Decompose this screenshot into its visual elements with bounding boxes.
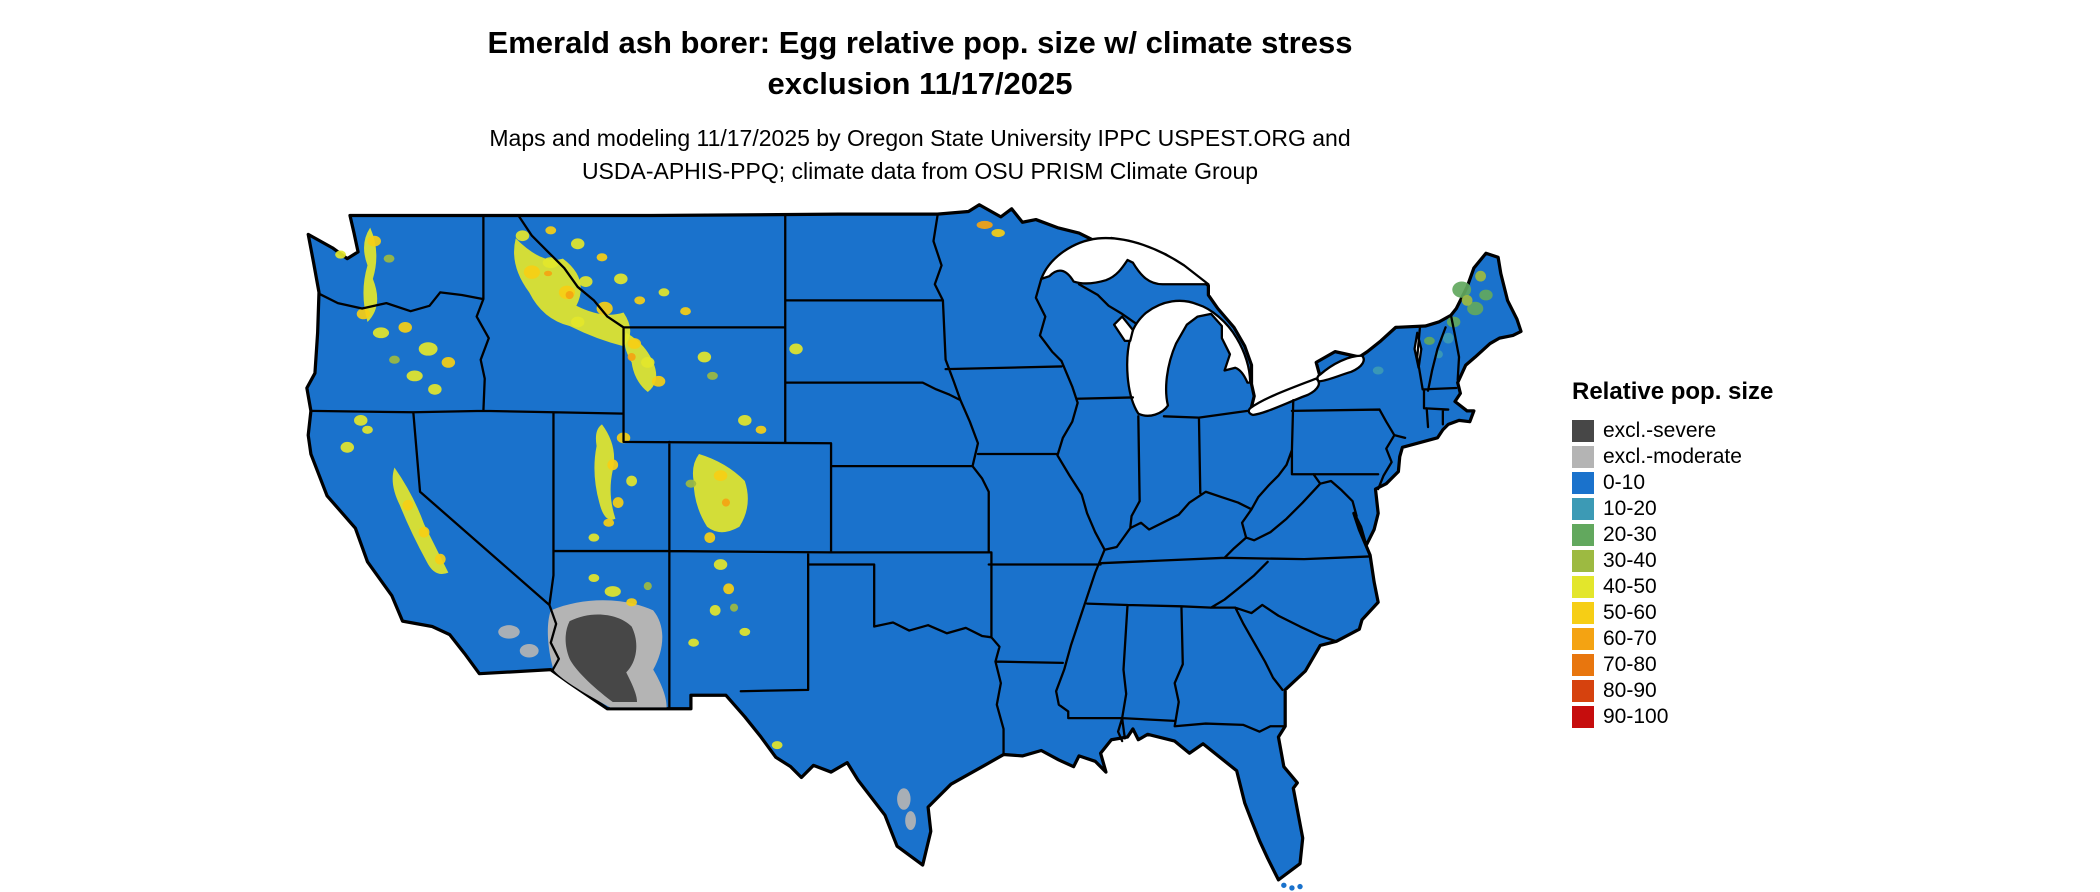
us-map-svg — [305, 203, 1523, 891]
legend-swatch-80-90 — [1572, 680, 1594, 702]
legend-swatch-20-30 — [1572, 524, 1594, 546]
legend-item: 10-20 — [1572, 496, 1832, 522]
legend-swatch-30-40 — [1572, 550, 1594, 572]
legend-item: 0-10 — [1572, 470, 1832, 496]
legend-swatch-10-20 — [1572, 498, 1594, 520]
florida-keys — [1281, 882, 1303, 891]
legend-item: excl.-severe — [1572, 418, 1832, 444]
legend-swatch-50-60 — [1572, 602, 1594, 624]
us-map — [300, 198, 1540, 892]
legend-item: 60-70 — [1572, 626, 1832, 652]
map-subtitle-line1: Maps and modeling 11/17/2025 by Oregon S… — [489, 125, 1351, 151]
great-lakes — [1040, 236, 1423, 417]
legend: Relative pop. size excl.-severe excl.-mo… — [1572, 378, 1832, 730]
lake-superior — [1040, 236, 1210, 286]
legend-swatch-90-100 — [1572, 706, 1594, 728]
legend-item: 40-50 — [1572, 574, 1832, 600]
mountain-speckles — [335, 220, 1493, 750]
legend-item: excl.-moderate — [1572, 444, 1832, 470]
legend-title: Relative pop. size — [1572, 378, 1774, 405]
lake-michigan-huron — [1126, 299, 1252, 417]
legend-item: 50-60 — [1572, 600, 1832, 626]
legend-item: 30-40 — [1572, 548, 1832, 574]
map-title: Emerald ash borer: Egg relative pop. siz… — [0, 22, 1840, 104]
legend-item: 70-80 — [1572, 652, 1832, 678]
legend-swatch-70-80 — [1572, 654, 1594, 676]
legend-swatch-60-70 — [1572, 628, 1594, 650]
arizona-exclusion-zone — [498, 600, 916, 831]
map-subtitle-line2: USDA-APHIS-PPQ; climate data from OSU PR… — [581, 158, 1259, 184]
legend-item: 90-100 — [1572, 704, 1832, 730]
map-subtitle: Maps and modeling 11/17/2025 by Oregon S… — [0, 122, 1840, 188]
legend-swatch-excl-moderate — [1572, 446, 1594, 468]
us-outline — [305, 203, 1523, 882]
legend-item: 80-90 — [1572, 678, 1832, 704]
state-borders — [309, 214, 1461, 756]
legend-swatch-0-10 — [1572, 472, 1594, 494]
legend-swatch-40-50 — [1572, 576, 1594, 598]
map-title-line2: exclusion 11/17/2025 — [767, 66, 1073, 101]
lake-erie — [1247, 377, 1320, 417]
lake-ontario — [1316, 354, 1365, 383]
legend-item: 20-30 — [1572, 522, 1832, 548]
green-bay — [1112, 315, 1135, 342]
map-title-line1: Emerald ash borer: Egg relative pop. siz… — [487, 25, 1353, 60]
legend-swatch-excl-severe — [1572, 420, 1594, 442]
